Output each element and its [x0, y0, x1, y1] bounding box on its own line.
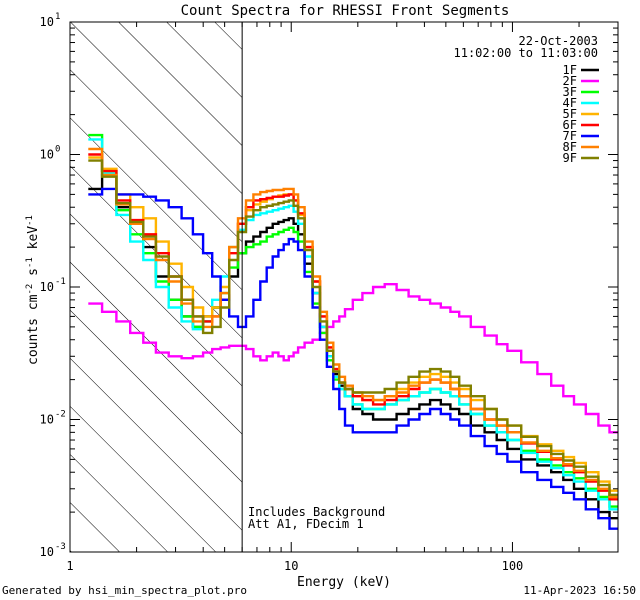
x-axis-label: Energy (keV) [297, 575, 391, 590]
y-tick-exponent: -1 [55, 277, 66, 287]
y-tick-label: 10 [40, 413, 54, 427]
legend-label-1F: 1F [563, 63, 577, 77]
legend-label-7F: 7F [563, 129, 577, 143]
x-tick-label: 10 [284, 559, 298, 573]
y-tick-label: 10 [40, 148, 54, 162]
annotation-background: Includes Background [248, 505, 385, 519]
annotation-attenuator: Att A1, FDecim 1 [248, 517, 364, 531]
x-tick-label: 100 [502, 559, 524, 573]
footer-timestamp: 11-Apr-2023 16:50 [523, 584, 636, 597]
legend-label-9F: 9F [563, 151, 577, 165]
series-line-7F [88, 187, 618, 530]
y-tick-exponent: -3 [55, 542, 66, 552]
y-tick-label: 10 [40, 545, 54, 559]
footer-generated-by: Generated by hsi_min_spectra_plot.pro [2, 584, 247, 597]
time-range-label: 11:02:00 to 11:03:00 [454, 46, 599, 60]
x-tick-label: 1 [66, 559, 73, 573]
y-tick-exponent: 1 [55, 12, 60, 22]
legend-label-3F: 3F [563, 85, 577, 99]
legend-label-4F: 4F [563, 96, 577, 110]
y-tick-label: 10 [40, 15, 54, 29]
legend-label-5F: 5F [563, 107, 577, 121]
legend-label-6F: 6F [563, 118, 577, 132]
chart-title: Count Spectra for RHESSI Front Segments [181, 3, 510, 19]
date-label: 22-Oct-2003 [519, 34, 598, 48]
legend-label-8F: 8F [563, 140, 577, 154]
series-line-9F [88, 159, 618, 496]
y-tick-exponent: 0 [55, 145, 60, 155]
y-tick-label: 10 [40, 280, 54, 294]
y-axis-label: counts cm-2 s-1 keV-1 [25, 215, 41, 365]
legend-label-2F: 2F [563, 74, 577, 88]
y-tick-exponent: -2 [55, 410, 66, 420]
series-group [88, 133, 618, 530]
